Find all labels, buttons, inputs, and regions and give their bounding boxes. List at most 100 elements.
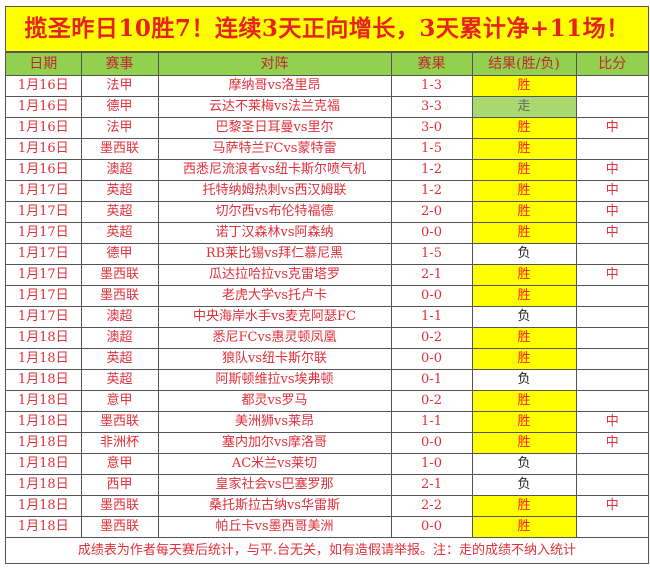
- cell-match: 阿斯顿维拉vs埃弗顿: [157, 369, 392, 391]
- cell-league: 德甲: [80, 96, 159, 118]
- cell-league: 墨西联: [80, 495, 159, 517]
- cell-result: 胜: [471, 117, 577, 139]
- cell-result: 胜: [471, 159, 577, 181]
- table-row: 1月17日 德甲 RB莱比锡vs拜仁慕尼黑 1-5 负: [6, 243, 648, 265]
- cell-result: 负: [471, 369, 577, 391]
- cell-match: 美洲狮vs莱昂: [157, 411, 392, 433]
- cell-league: 西甲: [80, 474, 159, 496]
- cell-result: 胜: [471, 75, 577, 97]
- table-row: 1月17日 墨西联 老虎大学vs托卢卡 0-0 胜: [6, 285, 648, 307]
- cell-date: 1月16日: [6, 117, 82, 139]
- table-row: 1月16日 法甲 摩纳哥vs洛里昂 1-3 胜: [6, 75, 648, 97]
- cell-result: 胜: [471, 222, 577, 244]
- cell-league: 墨西联: [80, 138, 159, 160]
- header-score: 赛果: [390, 52, 473, 76]
- cell-score: 2-1: [390, 474, 473, 496]
- cell-result: 胜: [471, 285, 577, 307]
- cell-score: 1-0: [390, 453, 473, 475]
- cell-score-tip: [575, 138, 648, 160]
- table-row: 1月16日 墨西联 马萨特兰FCvs蒙特雷 1-5 胜: [6, 138, 648, 160]
- cell-score: 0-2: [390, 327, 473, 349]
- cell-league: 英超: [80, 369, 159, 391]
- cell-league: 墨西联: [80, 411, 159, 433]
- cell-match: 桑托斯拉古纳vs华雷斯: [157, 495, 392, 517]
- cell-score-tip: [575, 327, 648, 349]
- cell-score: 2-2: [390, 495, 473, 517]
- cell-score: 2-1: [390, 264, 473, 286]
- cell-score-tip: 中: [575, 180, 648, 202]
- cell-result: 胜: [471, 138, 577, 160]
- cell-result: 胜: [471, 180, 577, 202]
- cell-league: 英超: [80, 201, 159, 223]
- table-row: 1月17日 澳超 中央海岸水手vs麦克阿瑟FC 1-1 负: [6, 306, 648, 328]
- header-score-tip: 比分: [575, 52, 648, 76]
- cell-league: 非洲杯: [80, 432, 159, 454]
- cell-league: 墨西联: [80, 285, 159, 307]
- table-row: 1月18日 英超 阿斯顿维拉vs埃弗顿 0-1 负: [6, 369, 648, 391]
- cell-result: 胜: [471, 327, 577, 349]
- cell-league: 墨西联: [80, 516, 159, 538]
- cell-score: 3-3: [390, 96, 473, 118]
- cell-match: 狼队vs纽卡斯尔联: [157, 348, 392, 370]
- cell-score: 0-0: [390, 285, 473, 307]
- cell-date: 1月18日: [6, 411, 82, 433]
- cell-date: 1月18日: [6, 453, 82, 475]
- cell-score-tip: [575, 390, 648, 412]
- cell-match: 巴黎圣日耳曼vs里尔: [157, 117, 392, 139]
- table-row: 1月16日 德甲 云达不莱梅vs法兰克福 3-3 走: [6, 96, 648, 118]
- cell-date: 1月17日: [6, 264, 82, 286]
- results-table: 日期 赛事 对阵 赛果 结果(胜/负) 比分 1月16日 法甲 摩纳哥vs洛里昂 1-3 胜 1月1…: [6, 52, 648, 538]
- table-row: 1月18日 意甲 都灵vs罗马 0-2 胜: [6, 390, 648, 412]
- cell-match: 切尔西vs布伦特福德: [157, 201, 392, 223]
- cell-score-tip: 中: [575, 117, 648, 139]
- cell-score-tip: [575, 348, 648, 370]
- cell-result: 负: [471, 306, 577, 328]
- cell-score: 1-5: [390, 138, 473, 160]
- table-row: 1月18日 非洲杯 塞内加尔vs摩洛哥 0-0 胜中: [6, 432, 648, 454]
- cell-match: 中央海岸水手vs麦克阿瑟FC: [157, 306, 392, 328]
- cell-match: 摩纳哥vs洛里昂: [157, 75, 392, 97]
- cell-score-tip: [575, 75, 648, 97]
- cell-score: 1-1: [390, 306, 473, 328]
- cell-result: 胜: [471, 348, 577, 370]
- cell-date: 1月17日: [6, 285, 82, 307]
- cell-result: 胜: [471, 411, 577, 433]
- table-row: 1月17日 英超 托特纳姆热刺vs西汉姆联 1-2 胜中: [6, 180, 648, 202]
- cell-score-tip: [575, 285, 648, 307]
- cell-league: 法甲: [80, 117, 159, 139]
- cell-match: RB莱比锡vs拜仁慕尼黑: [157, 243, 392, 265]
- cell-score-tip: 中: [575, 432, 648, 454]
- table-row: 1月18日 英超 狼队vs纽卡斯尔联 0-0 胜: [6, 348, 648, 370]
- cell-score-tip: [575, 306, 648, 328]
- cell-date: 1月16日: [6, 75, 82, 97]
- cell-date: 1月16日: [6, 138, 82, 160]
- cell-match: 马萨特兰FCvs蒙特雷: [157, 138, 392, 160]
- cell-date: 1月18日: [6, 327, 82, 349]
- table-row: 1月18日 墨西联 帕丘卡vs墨西哥美洲 0-0 胜: [6, 516, 648, 538]
- cell-score: 3-0: [390, 117, 473, 139]
- cell-score: 0-2: [390, 390, 473, 412]
- cell-score-tip: [575, 474, 648, 496]
- cell-score: 0-0: [390, 516, 473, 538]
- cell-date: 1月18日: [6, 432, 82, 454]
- header-row: 日期 赛事 对阵 赛果 结果(胜/负) 比分: [6, 52, 648, 76]
- cell-result: 胜: [471, 495, 577, 517]
- cell-score: 0-0: [390, 222, 473, 244]
- cell-date: 1月18日: [6, 495, 82, 517]
- cell-score-tip: [575, 516, 648, 538]
- cell-score: 2-0: [390, 201, 473, 223]
- cell-league: 法甲: [80, 75, 159, 97]
- cell-match: 都灵vs罗马: [157, 390, 392, 412]
- cell-score: 0-0: [390, 432, 473, 454]
- cell-league: 德甲: [80, 243, 159, 265]
- cell-date: 1月17日: [6, 201, 82, 223]
- cell-date: 1月17日: [6, 306, 82, 328]
- cell-score-tip: 中: [575, 222, 648, 244]
- header-match: 对阵: [157, 52, 392, 76]
- cell-date: 1月16日: [6, 96, 82, 118]
- cell-score-tip: 中: [575, 201, 648, 223]
- table-row: 1月16日 法甲 巴黎圣日耳曼vs里尔 3-0 胜中: [6, 117, 648, 139]
- cell-date: 1月18日: [6, 390, 82, 412]
- cell-result: 胜: [471, 201, 577, 223]
- cell-match: 塞内加尔vs摩洛哥: [157, 432, 392, 454]
